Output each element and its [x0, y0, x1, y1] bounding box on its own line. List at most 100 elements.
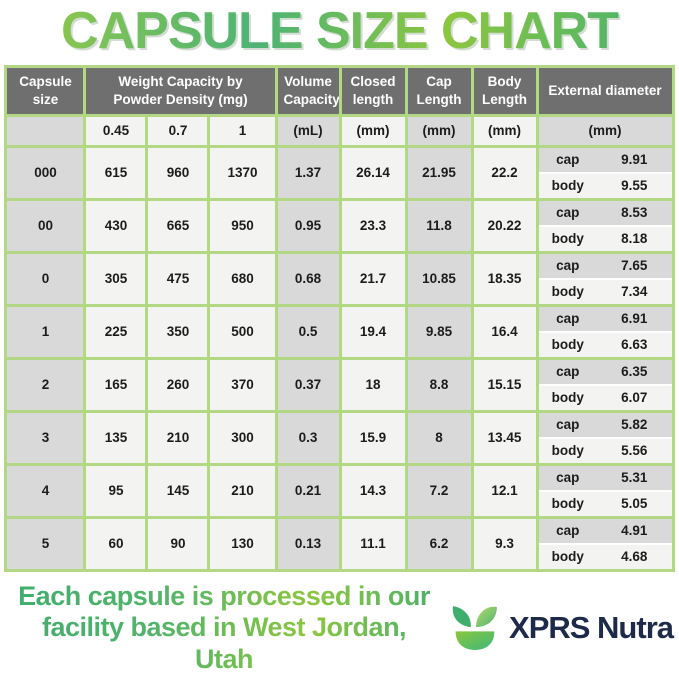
cell-weight-1: 300	[207, 409, 278, 466]
cap-label: cap	[556, 152, 580, 168]
footer: Each capsule is processed in our facilit…	[0, 581, 679, 676]
cell-cap-length: 10.85	[404, 250, 474, 307]
cell-external-diameter: cap 7.65 body 7.34	[535, 250, 675, 307]
header-body-length: Body Length	[470, 64, 539, 117]
cell-size: 3	[4, 409, 87, 466]
cell-volume: 0.13	[274, 515, 342, 572]
cell-weight-07: 960	[145, 144, 211, 201]
cell-closed-length: 14.3	[338, 462, 408, 519]
cell-closed-length: 11.1	[338, 515, 408, 572]
cell-weight-07: 260	[145, 356, 211, 413]
cap-label: cap	[556, 205, 580, 221]
subheader-density-045: 0.45	[83, 113, 149, 148]
external-body-row: body 4.68	[540, 544, 671, 568]
brand-name: XPRS Nutra	[509, 610, 674, 646]
capsule-size-table: Capsule size Weight Capacity by Powder D…	[4, 64, 675, 572]
cell-volume: 0.21	[274, 462, 342, 519]
cell-weight-1: 130	[207, 515, 278, 572]
body-label: body	[551, 284, 584, 300]
external-body-row: body 6.63	[540, 332, 671, 356]
external-cap-row: cap 5.82	[540, 414, 671, 439]
cell-weight-07: 210	[145, 409, 211, 466]
external-body-row: body 9.55	[540, 173, 671, 197]
cell-volume: 0.68	[274, 250, 342, 307]
cell-size: 2	[4, 356, 87, 413]
body-diameter-value: 7.34	[621, 284, 648, 300]
external-cap-row: cap 6.91	[540, 308, 671, 333]
table-row-size-3: 3 135 210 300 0.3 15.9 8 13.45 cap 5.82 …	[4, 409, 675, 466]
table-row-size-4: 4 95 145 210 0.21 14.3 7.2 12.1 cap 5.31…	[4, 462, 675, 519]
cell-weight-045: 135	[83, 409, 149, 466]
cell-size: 0	[4, 250, 87, 307]
body-label: body	[551, 496, 584, 512]
table-row-size-0: 0 305 475 680 0.68 21.7 10.85 18.35 cap …	[4, 250, 675, 307]
external-cap-row: cap 4.91	[540, 520, 671, 545]
cell-weight-1: 950	[207, 197, 278, 254]
external-body-row: body 6.07	[540, 385, 671, 409]
header-external-diameter: External diameter	[535, 64, 675, 117]
cell-weight-045: 95	[83, 462, 149, 519]
cell-volume: 0.5	[274, 303, 342, 360]
cell-weight-07: 475	[145, 250, 211, 307]
cell-weight-045: 165	[83, 356, 149, 413]
facility-note-line2: facility based in West Jordan, Utah	[41, 612, 407, 675]
header-weight-capacity: Weight Capacity by Powder Density (mg)	[83, 64, 278, 117]
cell-external-diameter: cap 6.91 body 6.63	[535, 303, 675, 360]
cap-diameter-value: 7.65	[621, 258, 648, 274]
body-label: body	[551, 390, 584, 406]
header-volume-capacity: Volume Capacity	[274, 64, 342, 117]
subheader-volume-unit: (mL)	[274, 113, 342, 148]
cap-label: cap	[556, 311, 580, 327]
body-diameter-value: 4.68	[621, 549, 648, 565]
external-cap-row: cap 9.91	[540, 149, 671, 174]
cell-external-diameter: cap 5.82 body 5.56	[535, 409, 675, 466]
body-label: body	[551, 231, 584, 247]
page-title: CAPSULE SIZE CHART	[0, 4, 679, 59]
cell-volume: 0.3	[274, 409, 342, 466]
cell-body-length: 9.3	[470, 515, 539, 572]
table-row-size-00: 00 430 665 950 0.95 23.3 11.8 20.22 cap …	[4, 197, 675, 254]
cell-size: 00	[4, 197, 87, 254]
subheader-cap-unit: (mm)	[404, 113, 474, 148]
cell-body-length: 18.35	[470, 250, 539, 307]
cell-closed-length: 19.4	[338, 303, 408, 360]
cell-weight-1: 500	[207, 303, 278, 360]
subheader-body-unit: (mm)	[470, 113, 539, 148]
cell-weight-1: 210	[207, 462, 278, 519]
header-closed-length: Closed length	[338, 64, 408, 117]
cell-closed-length: 15.9	[338, 409, 408, 466]
body-diameter-value: 6.07	[621, 390, 648, 406]
cell-external-diameter: cap 8.53 body 8.18	[535, 197, 675, 254]
cap-diameter-value: 9.91	[621, 152, 648, 168]
subheader-row: 0.45 0.7 1 (mL) (mm) (mm) (mm) (mm)	[4, 113, 675, 148]
cell-weight-07: 90	[145, 515, 211, 572]
body-label: body	[551, 178, 584, 194]
cell-size: 1	[4, 303, 87, 360]
cell-closed-length: 26.14	[338, 144, 408, 201]
cell-weight-07: 350	[145, 303, 211, 360]
cell-size: 5	[4, 515, 87, 572]
body-diameter-value: 9.55	[621, 178, 648, 194]
cap-diameter-value: 4.91	[621, 523, 648, 539]
body-label: body	[551, 337, 584, 353]
cap-diameter-value: 6.35	[621, 364, 648, 380]
cap-diameter-value: 5.82	[621, 417, 648, 433]
external-body-row: body 8.18	[540, 226, 671, 250]
facility-note: Each capsule is processed in our facilit…	[10, 581, 438, 676]
cell-closed-length: 21.7	[338, 250, 408, 307]
body-diameter-value: 5.05	[621, 496, 648, 512]
cap-label: cap	[556, 523, 580, 539]
cell-cap-length: 7.2	[404, 462, 474, 519]
cell-weight-045: 60	[83, 515, 149, 572]
external-cap-row: cap 5.31	[540, 467, 671, 492]
cell-weight-045: 430	[83, 197, 149, 254]
header-capsule-size: Capsule size	[4, 64, 87, 117]
external-cap-row: cap 8.53	[540, 202, 671, 227]
brand-logo: XPRS Nutra	[448, 601, 674, 655]
header-cap-length: Cap Length	[404, 64, 474, 117]
table-row-size-2: 2 165 260 370 0.37 18 8.8 15.15 cap 6.35…	[4, 356, 675, 413]
external-body-row: body 5.05	[540, 491, 671, 515]
subheader-external-unit: (mm)	[535, 113, 675, 148]
cell-cap-length: 11.8	[404, 197, 474, 254]
cell-size: 4	[4, 462, 87, 519]
